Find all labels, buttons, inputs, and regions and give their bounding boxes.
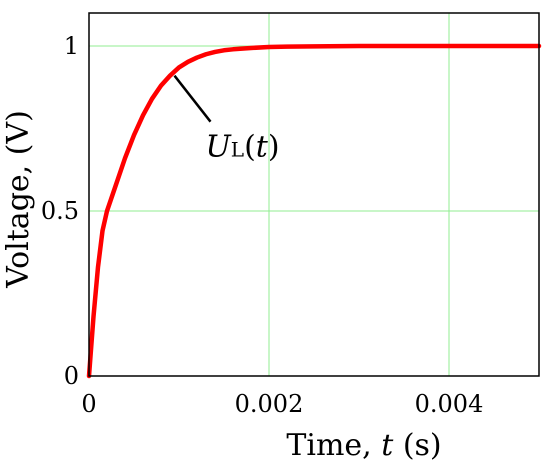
x-axis-label-suffix: (s) [393, 428, 441, 463]
y-tick-label: 0 [64, 362, 79, 390]
x-tick-label: 0.004 [415, 390, 484, 418]
x-axis-label: Time, t (s) [286, 428, 441, 463]
annotation-layer: UL(t) [173, 74, 280, 165]
annotation-label: UL(t) [206, 130, 280, 165]
series-line [86, 43, 542, 379]
x-tick-label: 0.002 [235, 390, 304, 418]
x-axis-label-prefix: Time, [286, 428, 381, 463]
annotation-leader-line [173, 74, 212, 123]
plot-frame [88, 12, 540, 377]
y-axis-label: Voltage, (V) [1, 110, 36, 289]
x-tick-label: 0 [81, 390, 96, 418]
grid-layer [89, 13, 539, 376]
y-tick-label: 1 [64, 32, 79, 60]
tick-layer: 0 0.002 0.004 0 0.5 1 [41, 32, 484, 418]
x-axis-label-var: t [381, 428, 394, 463]
curve-layer [86, 43, 542, 379]
frame-layer [88, 12, 540, 377]
y-tick-label: 0.5 [41, 197, 79, 225]
